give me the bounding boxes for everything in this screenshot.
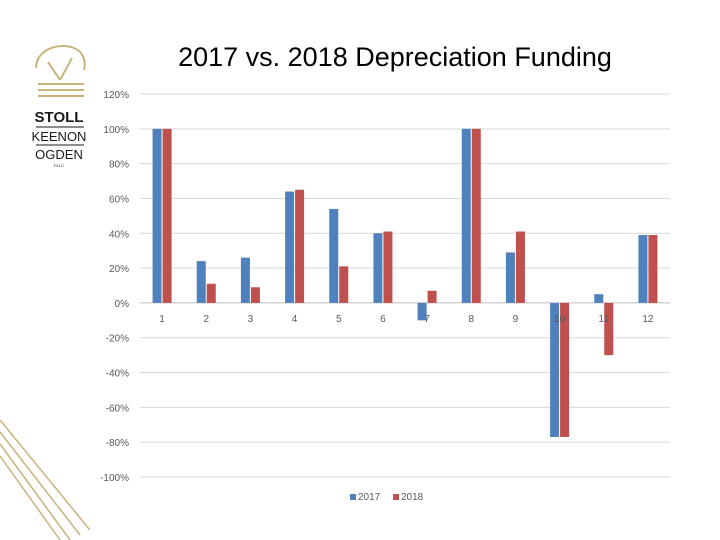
y-tick-label: 80% — [109, 160, 129, 171]
bar-2017-2 — [196, 261, 206, 303]
y-axis-ticks: -100% -80% -60% -40% -20% 0% 20% 40% 60% 80% 100% 1… — [100, 90, 129, 484]
bar-2017-11 — [594, 294, 604, 303]
logo-line-3: OGDEN — [35, 147, 83, 162]
bar-2018-7 — [427, 290, 437, 303]
x-tick-label: 5 — [336, 314, 342, 325]
bar-2017-1 — [152, 128, 162, 303]
decor-line-4 — [0, 455, 61, 540]
bar-2017-3 — [240, 257, 250, 303]
bar-2018-3 — [250, 287, 260, 303]
x-tick-label: 12 — [642, 314, 654, 325]
gridlines — [140, 93, 670, 478]
decorative-lines — [0, 420, 90, 540]
x-tick-label: 2 — [203, 314, 209, 325]
logo-arc — [35, 45, 86, 71]
bars — [152, 128, 658, 437]
decor-line-2 — [0, 431, 81, 536]
logo-line-2: KEENON — [32, 129, 87, 144]
firm-logo: STOLL KEENON OGDEN PLLC — [28, 40, 98, 180]
bar-2018-8 — [471, 128, 481, 303]
bar-2018-9 — [515, 231, 525, 303]
logo-line-4: PLLC — [54, 163, 64, 168]
legend-label-2017: 2017 — [358, 492, 381, 503]
legend-swatch-2017 — [350, 494, 356, 500]
bar-2017-4 — [285, 191, 295, 303]
x-tick-label: 8 — [468, 314, 474, 325]
bar-2018-10 — [560, 302, 570, 437]
decor-line-1 — [0, 420, 90, 531]
legend-swatch-2018 — [393, 494, 399, 500]
x-tick-label: 11 — [599, 314, 610, 325]
x-tick-label: 1 — [159, 314, 165, 325]
x-tick-label: 4 — [292, 314, 298, 325]
y-tick-label: 120% — [103, 90, 129, 101]
bar-2017-12 — [638, 235, 648, 303]
y-tick-label: 0% — [115, 299, 130, 310]
x-tick-label: 9 — [513, 314, 519, 325]
y-tick-label: -60% — [106, 403, 129, 414]
x-tick-label: 10 — [554, 314, 566, 325]
bar-2017-5 — [329, 208, 339, 303]
logo-mark: STOLL KEENON OGDEN PLLC — [32, 45, 87, 168]
decor-line-3 — [0, 443, 71, 540]
bar-2018-5 — [339, 266, 349, 303]
y-tick-label: 20% — [109, 264, 129, 275]
bar-2017-10 — [550, 302, 560, 437]
bar-2017-6 — [373, 233, 383, 303]
x-tick-label: 6 — [380, 314, 386, 325]
bar-2018-4 — [295, 189, 305, 303]
x-tick-label: 3 — [248, 314, 254, 325]
bar-2017-7 — [417, 302, 427, 321]
y-tick-label: 60% — [109, 194, 129, 205]
legend: 2017 2018 — [350, 492, 424, 503]
logo-stroke-2 — [59, 57, 73, 81]
x-axis-ticks: 1 2 3 4 5 6 7 8 9 10 11 12 — [159, 314, 654, 325]
chart-title: 2017 vs. 2018 Depreciation Funding — [178, 42, 612, 72]
logo-line-1: STOLL — [35, 109, 84, 126]
y-tick-label: -20% — [106, 334, 129, 345]
logo-stroke-1 — [47, 61, 61, 81]
bar-2017-8 — [461, 128, 471, 303]
y-tick-label: 40% — [109, 229, 129, 240]
bar-2018-2 — [206, 283, 216, 303]
bar-2018-6 — [383, 231, 393, 303]
y-tick-label: -40% — [106, 369, 129, 380]
x-tick-label: 7 — [424, 314, 430, 325]
legend-label-2018: 2018 — [401, 492, 424, 503]
bar-2018-1 — [162, 128, 172, 303]
y-tick-label: -80% — [106, 438, 129, 449]
y-tick-label: -100% — [100, 473, 129, 484]
bar-2018-11 — [604, 302, 614, 356]
y-tick-label: 100% — [103, 125, 129, 136]
bar-2018-12 — [648, 235, 658, 303]
bar-2017-9 — [505, 252, 515, 303]
